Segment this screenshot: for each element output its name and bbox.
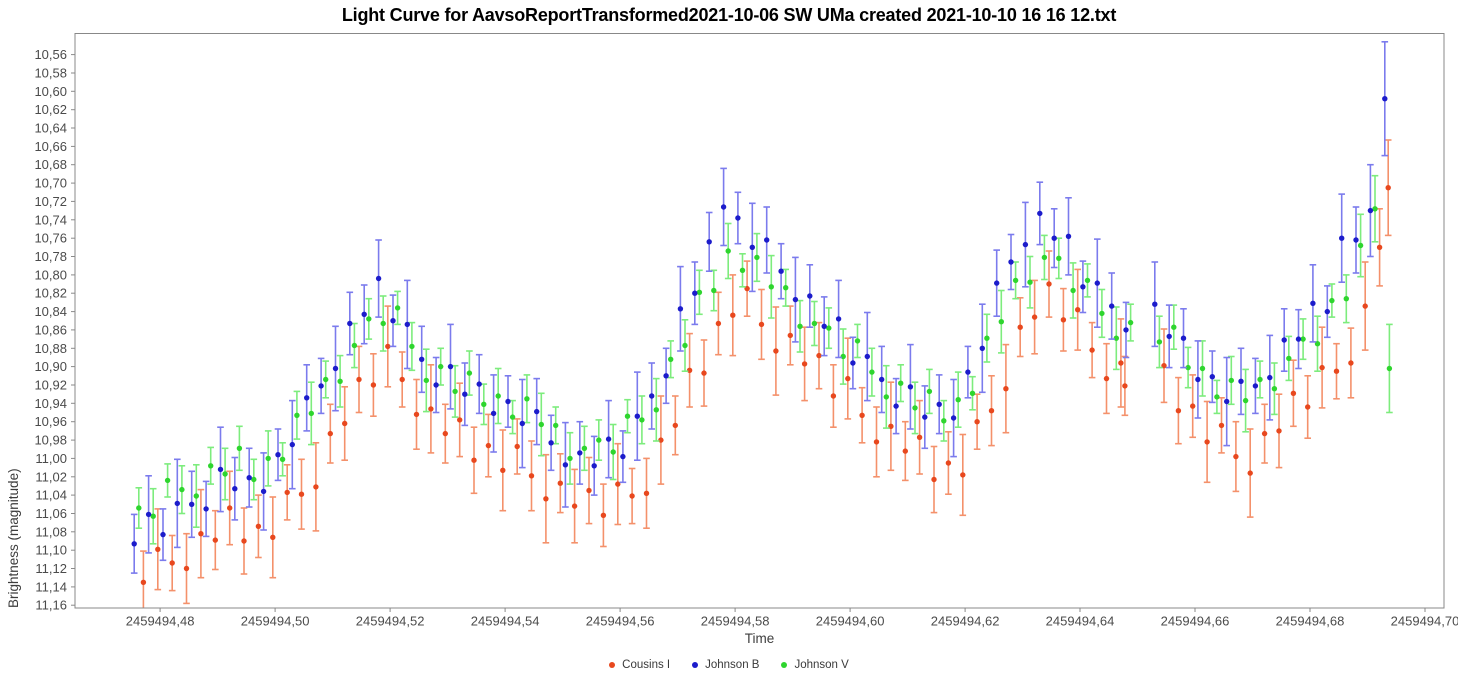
- svg-text:10,90: 10,90: [34, 359, 67, 374]
- svg-text:2459494,50: 2459494,50: [241, 614, 310, 629]
- svg-text:10,72: 10,72: [34, 194, 67, 209]
- legend-dot-johnson-v: [781, 662, 788, 668]
- svg-text:11,10: 11,10: [35, 543, 67, 558]
- svg-text:10,98: 10,98: [34, 433, 67, 448]
- svg-text:11,00: 11,00: [35, 451, 67, 466]
- svg-text:10,74: 10,74: [34, 212, 67, 227]
- svg-text:10,88: 10,88: [34, 341, 67, 356]
- svg-text:2459494,60: 2459494,60: [816, 614, 885, 629]
- legend-label-johnson-v: Johnson V: [794, 659, 849, 671]
- svg-text:10,82: 10,82: [34, 286, 67, 301]
- svg-text:10,76: 10,76: [34, 231, 67, 246]
- svg-text:2459494,48: 2459494,48: [126, 614, 195, 629]
- svg-text:2459494,68: 2459494,68: [1276, 614, 1345, 629]
- svg-text:2459494,66: 2459494,66: [1161, 614, 1230, 629]
- legend-label-cousins-i: Cousins I: [622, 659, 671, 671]
- svg-text:10,80: 10,80: [34, 267, 67, 282]
- svg-text:2459494,54: 2459494,54: [471, 614, 540, 629]
- svg-text:11,16: 11,16: [35, 598, 67, 613]
- svg-text:10,84: 10,84: [34, 304, 67, 319]
- svg-text:2459494,70: 2459494,70: [1391, 614, 1458, 629]
- legend-label-johnson-b: Johnson B: [705, 659, 760, 671]
- svg-text:2459494,58: 2459494,58: [701, 614, 770, 629]
- svg-text:2459494,52: 2459494,52: [356, 614, 425, 629]
- svg-text:10,70: 10,70: [34, 176, 67, 191]
- legend-item-cousins-i: Cousins I: [609, 659, 670, 671]
- plot-svg: 2459494,48 2459494,50 2459494,52 2459494,54…: [34, 33, 1458, 629]
- svg-text:10,94: 10,94: [34, 396, 67, 411]
- svg-text:10,58: 10,58: [34, 66, 67, 81]
- svg-text:10,56: 10,56: [34, 47, 67, 62]
- svg-text:11,04: 11,04: [35, 488, 67, 503]
- svg-text:11,14: 11,14: [35, 579, 67, 594]
- svg-text:11,12: 11,12: [35, 561, 67, 576]
- svg-text:11,06: 11,06: [35, 506, 67, 521]
- svg-text:10,64: 10,64: [34, 121, 67, 136]
- legend-item-johnson-b: Johnson B: [692, 659, 759, 671]
- svg-text:10,92: 10,92: [34, 378, 67, 393]
- svg-text:10,86: 10,86: [34, 322, 67, 337]
- svg-text:11,08: 11,08: [35, 524, 67, 539]
- svg-text:10,66: 10,66: [34, 139, 67, 154]
- legend-dot-johnson-b: [692, 662, 699, 668]
- svg-text:10,96: 10,96: [34, 414, 67, 429]
- legend-item-johnson-v: Johnson V: [781, 659, 849, 671]
- svg-text:2459494,62: 2459494,62: [931, 614, 1000, 629]
- svg-text:10,62: 10,62: [34, 102, 67, 117]
- svg-text:10,60: 10,60: [34, 84, 67, 99]
- svg-text:10,78: 10,78: [34, 249, 67, 264]
- svg-text:11,02: 11,02: [35, 469, 67, 484]
- x-axis-label: Time: [744, 631, 775, 646]
- svg-text:2459494,64: 2459494,64: [1046, 614, 1115, 629]
- legend: Cousins I Johnson B Johnson V: [0, 659, 1458, 671]
- svg-text:10,68: 10,68: [34, 157, 67, 172]
- y-axis-label: Brightness (magnitude): [6, 468, 21, 608]
- chart-title: Light Curve for AavsoReportTransformed20…: [341, 5, 1117, 25]
- svg-text:2459494,56: 2459494,56: [586, 614, 655, 629]
- legend-dot-cousins-i: [609, 662, 616, 668]
